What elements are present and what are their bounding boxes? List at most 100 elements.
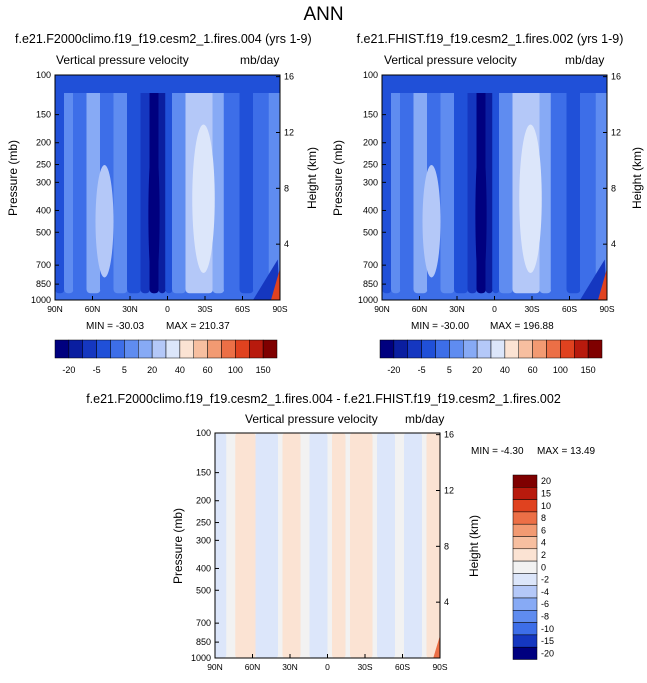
upper-level-band <box>382 75 607 93</box>
xtick-label: 60S <box>395 662 410 672</box>
field-band <box>550 86 567 294</box>
field-band <box>73 86 87 294</box>
colorbar-label: 5 <box>447 365 452 375</box>
colorbar-swatch <box>262 339 278 359</box>
diff-band <box>255 433 278 658</box>
panel2-min: MIN = -30.00 <box>411 321 470 332</box>
colorbar-swatch <box>463 339 478 359</box>
colorbar-label: 60 <box>203 365 213 375</box>
ytick-label: 150 <box>196 468 211 478</box>
colorbar-label: 5 <box>122 365 127 375</box>
xtick-label: 30S <box>197 304 212 314</box>
colorbar-swatch <box>221 339 236 359</box>
ytick-label: 500 <box>36 227 51 237</box>
colorbar-swatch <box>393 339 408 359</box>
field-band <box>492 86 500 294</box>
colorbar-swatch <box>54 339 70 359</box>
ytick-label: 400 <box>196 563 211 573</box>
diff-colorbar-swatch <box>512 610 538 623</box>
ytick-label: 850 <box>196 637 211 647</box>
xtick-label: 60S <box>562 304 577 314</box>
ytick-label: 400 <box>36 205 51 215</box>
panel3-min: MIN = -4.30 <box>471 446 524 457</box>
diff-colorbar-label: -8 <box>541 611 549 621</box>
panel1-subtitle-left: Vertical pressure velocity <box>56 53 189 67</box>
diff-band <box>215 433 227 658</box>
colorbar-swatch <box>587 339 603 359</box>
field-band <box>499 86 513 294</box>
colorbar-swatch <box>110 339 125 359</box>
field-band <box>165 86 173 294</box>
ascent-core <box>475 135 487 294</box>
ytick-right-label: 4 <box>444 597 449 607</box>
polar-feature-hot <box>598 268 607 300</box>
ytick-label: 850 <box>36 279 51 289</box>
polar-feature <box>433 635 440 658</box>
panel2-title: f.e21.FHIST.f19_f19.cesm2_1.fires.002 (y… <box>356 32 624 46</box>
ytick-label: 100 <box>363 70 378 80</box>
field-band <box>239 86 254 294</box>
xtick-label: 90N <box>207 662 223 672</box>
colorbar-label: 100 <box>228 365 243 375</box>
ytick-right-label: 8 <box>444 541 449 551</box>
xtick-label: 90N <box>47 304 63 314</box>
panel3-title: f.e21.F2000climo.f19_f19.cesm2_1.fires.0… <box>86 392 561 406</box>
diff-band <box>350 433 373 658</box>
colorbar-swatch <box>124 339 139 359</box>
ytick-label: 200 <box>363 138 378 148</box>
field-band <box>440 86 455 294</box>
colorbar-swatch <box>574 339 589 359</box>
ytick-label: 150 <box>363 110 378 120</box>
field-band <box>566 86 581 294</box>
diff-colorbar-label: 10 <box>541 501 551 511</box>
ytick-right-label: 4 <box>611 239 616 249</box>
diff-band <box>235 433 256 658</box>
field-band <box>391 86 401 294</box>
diff-colorbar-swatch <box>512 487 538 500</box>
colorbar-swatch <box>518 339 533 359</box>
colorbar-swatch <box>476 339 492 359</box>
field-band <box>268 86 281 294</box>
colorbar-swatch <box>207 339 222 359</box>
subsidence-core <box>95 165 114 278</box>
ytick-label: 700 <box>36 260 51 270</box>
ytick-label: 250 <box>36 160 51 170</box>
colorbar-label: -5 <box>418 365 426 375</box>
panel3-plot: 100 150 200 250 300 400 500 700 850 1000 16 12 8 4 90N… <box>191 428 454 672</box>
diff-colorbar-label: -15 <box>541 636 554 646</box>
diff-colorbar-swatch <box>512 548 538 562</box>
field-band <box>55 86 65 294</box>
field-band <box>539 86 552 294</box>
ytick-label: 200 <box>196 496 211 506</box>
panel3-ylabel-right: Height (km) <box>467 514 481 578</box>
panel2-plot: 100 150 200 250 300 400 500 700 850 1000 16 12 8 4 90N… <box>358 70 621 314</box>
diff-colorbar-label: -6 <box>541 599 549 609</box>
diff-colorbar-swatch <box>512 560 538 574</box>
diff-colorbar-label: 0 <box>541 562 546 572</box>
xtick-label: 90N <box>374 304 390 314</box>
diff-colorbar-label: -4 <box>541 587 549 597</box>
panel2-subtitle-right: mb/day <box>565 53 605 67</box>
diff-colorbar-label: 6 <box>541 525 546 535</box>
horizontal-colorbars: -20 -5 5 20 40 60 100 150 -20 -5 5 20 40 60 100 150 <box>54 339 603 375</box>
panel3-ylabel: Pressure (mb) <box>171 507 185 585</box>
field-band <box>212 86 225 294</box>
xtick-label: 60N <box>412 304 428 314</box>
xtick-label: 60N <box>85 304 101 314</box>
ytick-label: 400 <box>363 205 378 215</box>
colorbar-swatch <box>449 339 464 359</box>
field-band <box>113 86 128 294</box>
diff-band <box>404 433 422 658</box>
colorbar-swatch <box>68 339 83 359</box>
ytick-right-label: 8 <box>611 183 616 193</box>
panel2-ylabel-right: Height (km) <box>630 146 644 210</box>
xtick-label: 90S <box>272 304 287 314</box>
xtick-label: 0 <box>325 662 330 672</box>
diff-colorbar-swatch <box>512 646 538 660</box>
panel1-max: MAX = 210.37 <box>166 321 230 332</box>
colorbar-label: -20 <box>387 365 400 375</box>
panel2-max: MAX = 196.88 <box>490 321 554 332</box>
colorbar-swatch <box>435 339 450 359</box>
colorbar-swatch <box>407 339 422 359</box>
colorbar-swatch <box>138 339 153 359</box>
